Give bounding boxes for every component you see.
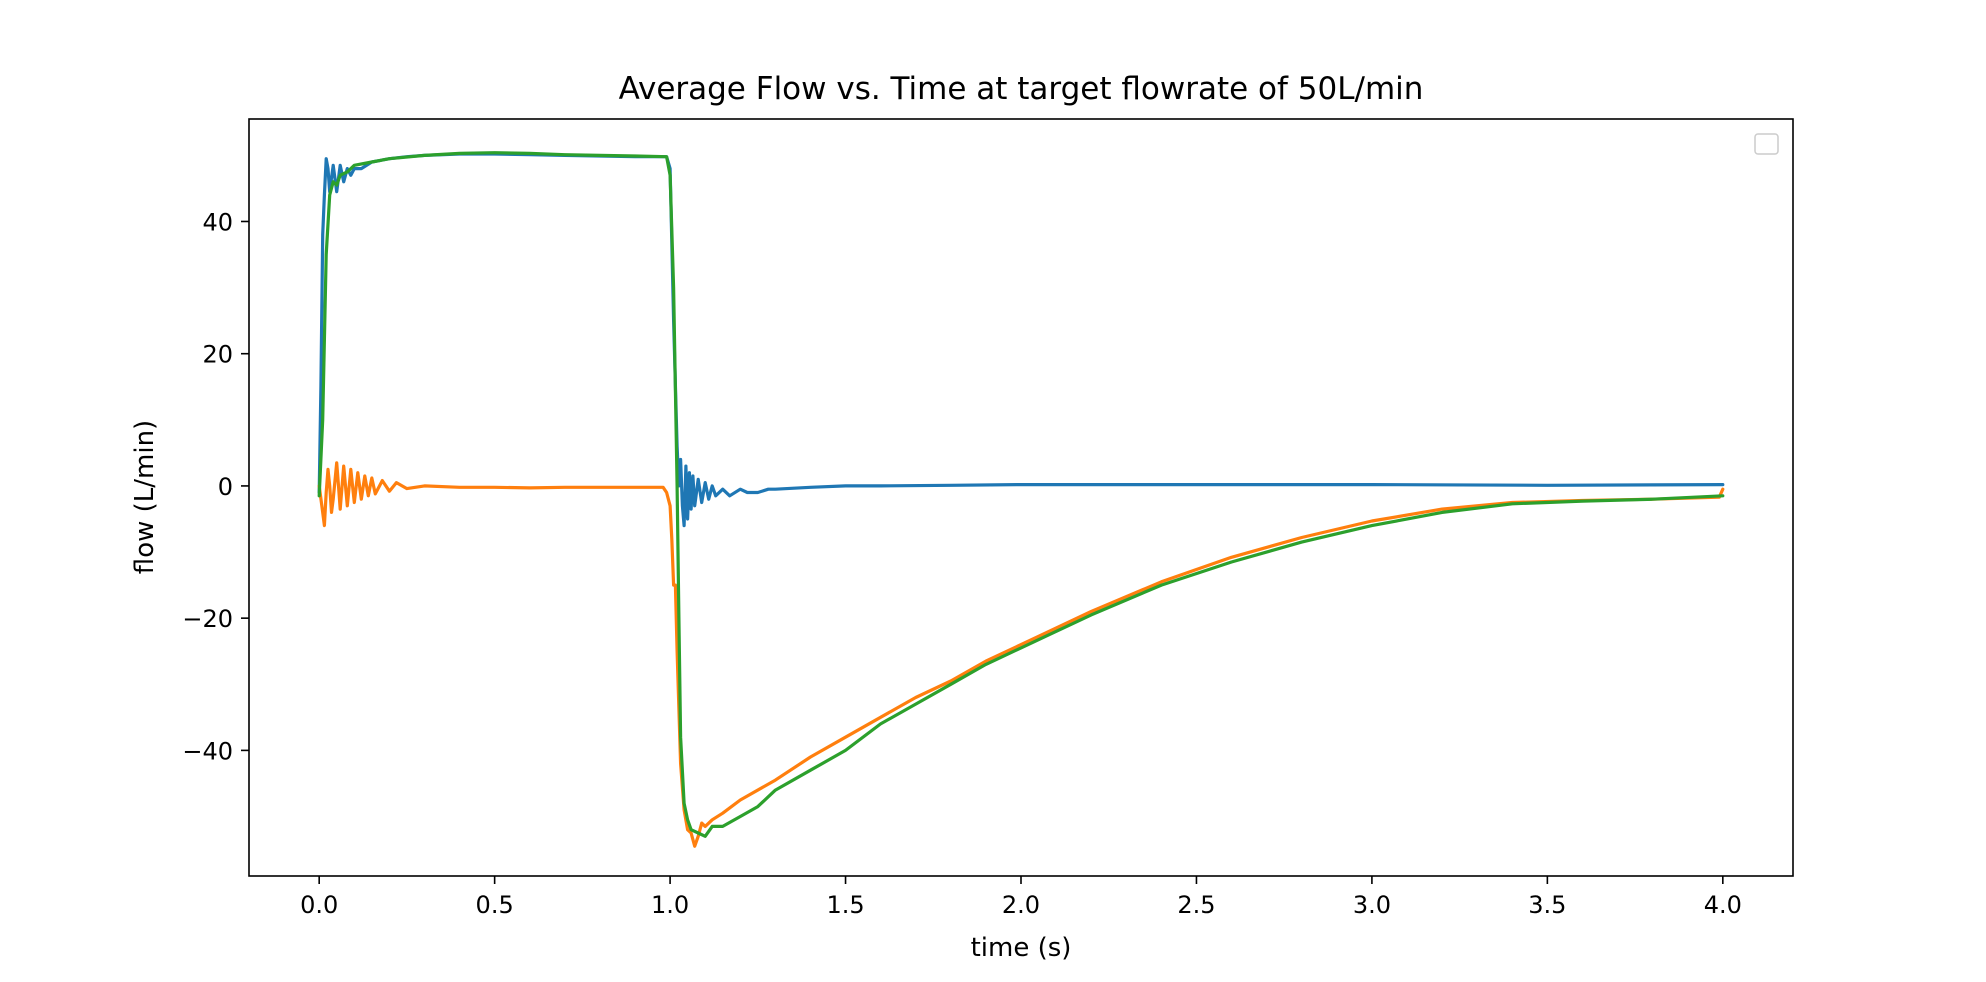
y-tick-label: 20 <box>202 341 233 369</box>
chart-title: Average Flow vs. Time at target flowrate… <box>619 71 1424 107</box>
y-axis: −40 −20 0 20 40 <box>182 208 249 765</box>
x-tick-label: 0.5 <box>476 891 514 919</box>
x-axis: 0.0 0.5 1.0 1.5 2.0 2.5 3.0 3.5 4.0 <box>300 876 1742 919</box>
x-tick-label: 1.5 <box>826 891 864 919</box>
x-tick-label: 4.0 <box>1704 891 1742 919</box>
x-tick-label: 0.0 <box>300 891 338 919</box>
x-tick-label: 1.0 <box>651 891 689 919</box>
series-line-2 <box>317 461 1725 848</box>
x-tick-label: 2.5 <box>1177 891 1215 919</box>
legend-box <box>1754 133 1779 155</box>
series-line-3 <box>317 151 1725 838</box>
y-tick-label: 0 <box>218 473 233 501</box>
series-layer <box>317 151 1725 848</box>
x-tick-label: 3.5 <box>1528 891 1566 919</box>
x-tick-label: 3.0 <box>1353 891 1391 919</box>
x-tick-label: 2.0 <box>1002 891 1040 919</box>
y-axis-label: flow (L/min) <box>130 420 160 574</box>
y-tick-label: −40 <box>182 737 233 765</box>
y-tick-label: 40 <box>202 208 233 236</box>
x-axis-label: time (s) <box>971 933 1072 963</box>
y-tick-label: −20 <box>182 605 233 633</box>
series-line-1 <box>317 152 1725 528</box>
